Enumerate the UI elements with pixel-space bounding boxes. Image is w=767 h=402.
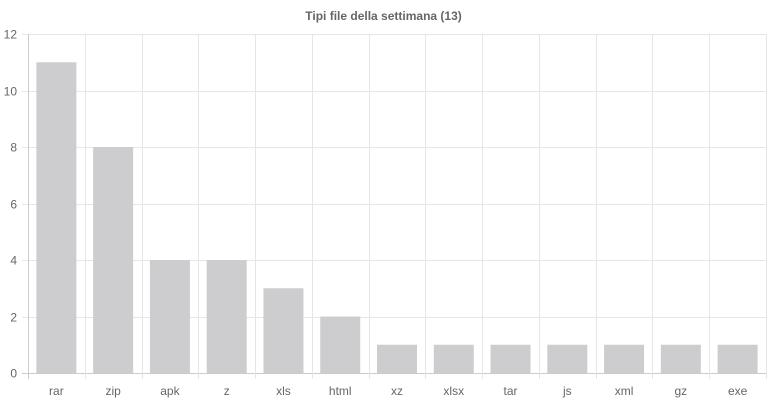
x-tick-label-z: z	[224, 384, 230, 398]
x-tick-label-gz: gz	[675, 384, 688, 398]
y-tick-label: 12	[4, 28, 18, 42]
bar-js	[547, 344, 588, 373]
bar-z	[206, 260, 247, 373]
x-tick-label-xlsx: xlsx	[443, 384, 464, 398]
bar-apk	[149, 260, 190, 373]
bar-html	[320, 316, 361, 373]
bars	[36, 62, 758, 373]
y-tick-label: 8	[10, 141, 17, 155]
y-tick-label: 0	[10, 367, 17, 381]
x-tick-label-xml: xml	[615, 384, 634, 398]
bar-xlsx	[433, 344, 474, 373]
chart-title: Tipi file della settimana (13)	[305, 9, 462, 23]
x-tick-label-xz: xz	[391, 384, 403, 398]
bar-exe	[717, 344, 758, 373]
x-tick-label-xls: xls	[276, 384, 291, 398]
x-tick-label-exe: exe	[728, 384, 748, 398]
grid-lines	[22, 34, 767, 379]
x-tick-label-tar: tar	[504, 384, 518, 398]
y-tick-label: 4	[10, 254, 17, 268]
y-tick-label: 2	[10, 311, 17, 325]
bar-tar	[490, 344, 531, 373]
y-axis-ticks: 0 2 4 6 8 10 12	[4, 28, 18, 381]
bar-xls	[263, 288, 304, 373]
y-tick-label: 6	[10, 198, 17, 212]
bar-gz	[660, 344, 701, 373]
x-tick-label-html: html	[329, 384, 352, 398]
y-tick-label: 10	[4, 85, 18, 99]
x-tick-label-zip: zip	[105, 384, 121, 398]
x-tick-label-apk: apk	[160, 384, 180, 398]
x-tick-label-rar: rar	[49, 384, 64, 398]
bar-rar	[36, 62, 77, 373]
bar-xml	[604, 344, 645, 373]
x-tick-label-js: js	[562, 384, 572, 398]
x-axis-ticks: rar zip apk z xls html xz xlsx tar js xml gz exe	[49, 384, 748, 398]
bar-xz	[377, 344, 417, 373]
bar-zip	[93, 147, 134, 373]
